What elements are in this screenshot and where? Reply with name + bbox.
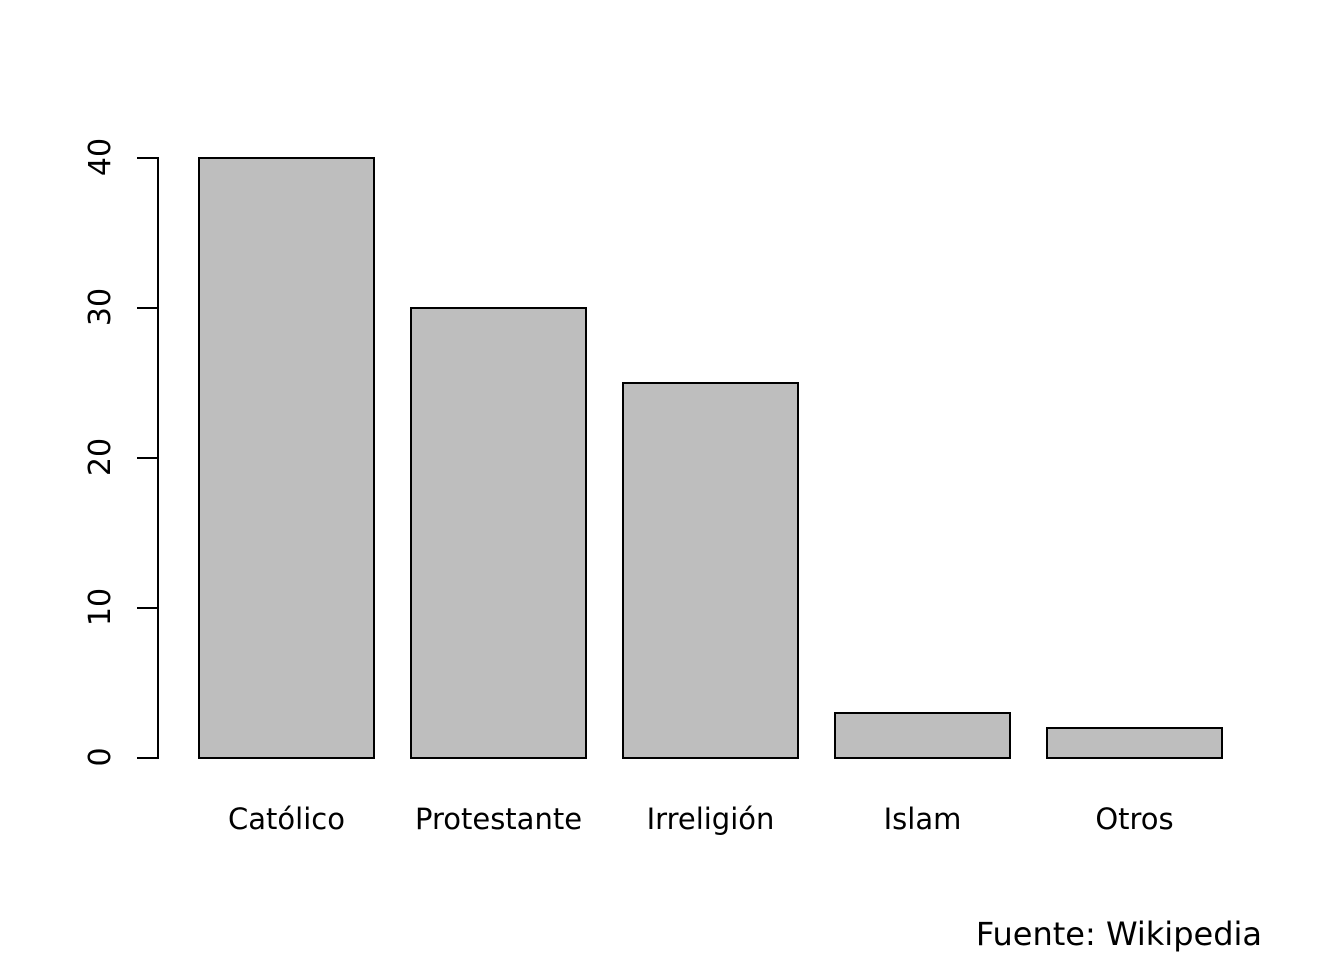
- x-axis-category-label: Irreligión: [646, 802, 775, 836]
- y-axis-tick: [137, 157, 157, 159]
- y-axis-tick: [137, 757, 157, 759]
- y-axis-tick: [137, 457, 157, 459]
- y-axis-tick: [137, 607, 157, 609]
- x-axis-category-label: Protestante: [414, 802, 583, 836]
- x-axis-category-label: Islam: [883, 802, 962, 836]
- bar-irreligion: [622, 382, 799, 759]
- x-axis-category-label: Otros: [1095, 802, 1174, 836]
- bar-islam: [834, 712, 1011, 759]
- source-caption: Fuente: Wikipedia: [975, 915, 1262, 953]
- y-axis-line: [157, 157, 159, 759]
- x-axis-category-label: Católico: [228, 802, 345, 836]
- y-axis-tick: [137, 307, 157, 309]
- bar-otros: [1046, 727, 1223, 759]
- y-axis-tick-label: 20: [83, 437, 118, 477]
- y-axis-tick-label: 30: [83, 287, 118, 327]
- bar-protestante: [410, 307, 587, 759]
- y-axis-tick-label: 40: [83, 137, 118, 177]
- y-axis-tick-label: 0: [83, 747, 118, 767]
- bar-catolico: [198, 157, 375, 759]
- y-axis-tick-label: 10: [83, 587, 118, 627]
